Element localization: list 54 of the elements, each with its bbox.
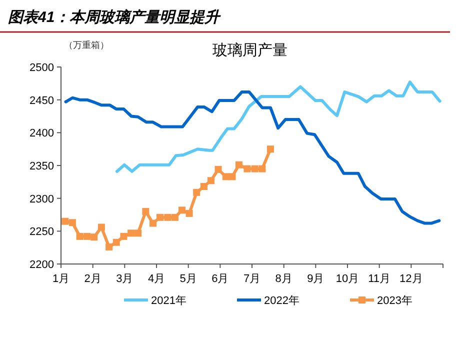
point	[68, 219, 76, 226]
point	[222, 173, 230, 180]
point	[266, 146, 274, 153]
point	[228, 173, 236, 180]
point	[193, 188, 200, 196]
point	[150, 220, 156, 227]
y-tick-label: 2500	[30, 62, 54, 74]
point	[244, 165, 251, 172]
x-tick-label: 4月	[148, 273, 166, 285]
point	[62, 218, 69, 225]
point	[106, 243, 113, 250]
point	[178, 206, 186, 214]
point	[156, 214, 164, 221]
legend-label: 2022年	[264, 295, 300, 307]
point	[235, 161, 242, 168]
point	[164, 214, 172, 221]
x-tick-label: 11月	[368, 273, 391, 285]
point	[142, 208, 150, 215]
y-tick-label: 2400	[30, 128, 54, 140]
point	[251, 165, 258, 172]
y-tick-label: 2250	[30, 226, 54, 238]
chart-subtitle: 玻璃周产量	[212, 42, 288, 59]
point	[84, 232, 91, 240]
y-tick-label: 2450	[30, 94, 54, 107]
legend-label: 2021年	[151, 295, 186, 307]
y-tick-label: 2350	[30, 160, 54, 172]
point	[90, 234, 98, 241]
x-tick-label: 2月	[84, 273, 102, 285]
x-tick-label: 3月	[116, 273, 134, 285]
x-tick-label: 7月	[243, 273, 261, 285]
y-axis-title: （万重箱）	[64, 40, 109, 50]
y-tick-label: 2200	[30, 259, 54, 271]
point	[258, 165, 266, 172]
point	[214, 166, 222, 173]
point	[171, 214, 178, 221]
point	[98, 224, 105, 231]
x-tick-label: 5月	[180, 273, 197, 285]
x-tick-label: 1月	[52, 273, 70, 285]
x-tick-label: 6月	[212, 273, 229, 285]
point	[128, 230, 135, 237]
chart-title: 图表41：本周玻璃产量明显提升	[8, 8, 222, 26]
legend-label: 2023年	[377, 295, 412, 307]
x-tick-label: 9月	[307, 273, 324, 285]
x-tick-label: 10月	[336, 273, 360, 285]
point	[112, 238, 120, 246]
point	[76, 232, 84, 240]
point	[207, 177, 214, 184]
point	[134, 230, 142, 237]
x-tick-label: 12月	[400, 273, 423, 285]
point	[120, 232, 128, 240]
point	[200, 183, 208, 190]
x-tick-label: 8月	[275, 273, 292, 285]
point	[186, 210, 193, 217]
y-tick-label: 2300	[30, 193, 54, 206]
